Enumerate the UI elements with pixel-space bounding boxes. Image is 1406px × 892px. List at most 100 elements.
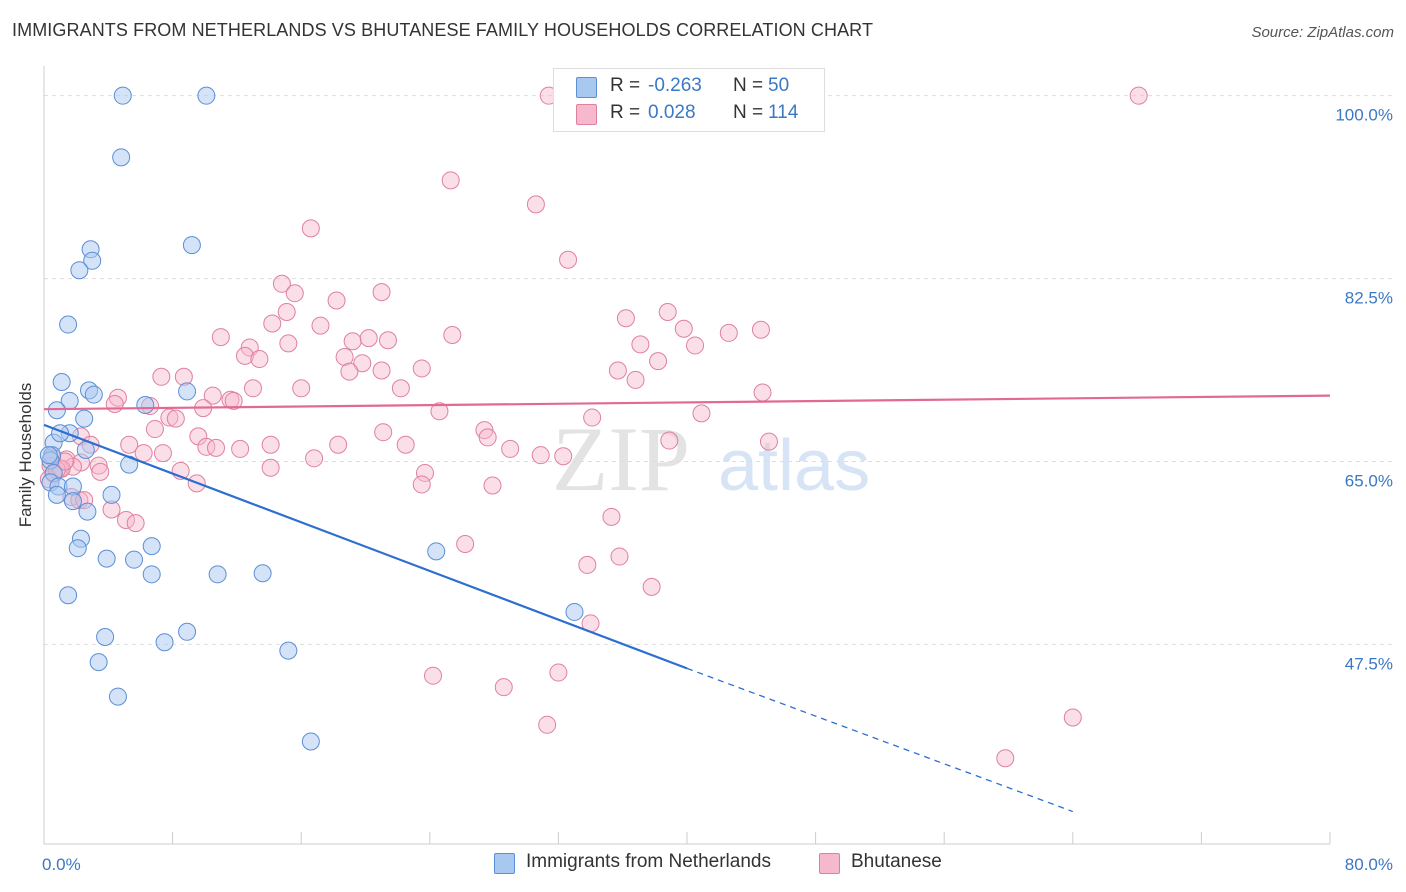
bhutanese-point xyxy=(224,391,243,410)
watermark-atlas: atlas xyxy=(718,426,870,506)
bhutanese-point xyxy=(554,447,573,466)
bhutanese-point xyxy=(1129,86,1148,105)
bhutanese-point xyxy=(374,423,393,442)
bhutanese-point xyxy=(261,458,280,477)
stats-legend: R = -0.263 N = 50 R = 0.028 N = 114 xyxy=(553,68,825,132)
netherlands-point xyxy=(63,492,82,511)
bhutanese-point xyxy=(501,439,520,458)
bhutanese-point xyxy=(430,402,449,421)
netherlands-point xyxy=(39,446,58,465)
bhutanese-point xyxy=(616,309,635,328)
bhutanese-point xyxy=(279,334,298,353)
grid-lines xyxy=(44,95,1395,645)
bhutanese-point xyxy=(608,361,627,380)
watermark: ZIP atlas xyxy=(552,408,870,510)
bhutanese-point xyxy=(456,535,475,554)
netherlands-point xyxy=(178,622,197,641)
bhutanese-point xyxy=(203,386,222,405)
r-label: R = xyxy=(610,75,641,96)
bhutanese-point xyxy=(263,314,282,333)
bhutanese-point xyxy=(602,507,621,526)
bhutanese-point xyxy=(658,303,677,322)
bhutanese-point xyxy=(272,274,291,293)
bhutanese-point xyxy=(174,367,193,386)
bhutanese-point xyxy=(243,379,262,398)
bhutanese-point xyxy=(759,432,778,451)
bhutanese-swatch xyxy=(819,853,840,874)
y-tick-label: 47.5% xyxy=(1345,654,1393,673)
bhutanese-point xyxy=(494,678,513,697)
bhutanese-point xyxy=(134,444,153,463)
bhutanese-point xyxy=(166,409,185,428)
bhutanese-point xyxy=(559,250,578,269)
bhutanese-point xyxy=(231,439,250,458)
netherlands-point xyxy=(68,539,87,558)
watermark-zip: ZIP xyxy=(552,408,690,510)
bhutanese-point xyxy=(674,319,693,338)
netherlands-swatch xyxy=(494,853,515,874)
r-value: 0.028 xyxy=(648,102,696,123)
netherlands-point xyxy=(59,315,78,334)
netherlands-point xyxy=(83,251,102,270)
bhutanese-point xyxy=(250,350,269,369)
bhutanese-point xyxy=(327,291,346,310)
bhutanese-point xyxy=(145,420,164,439)
bhutanese-points xyxy=(39,86,1148,768)
bhutanese-point xyxy=(415,463,434,482)
netherlands-trend-line xyxy=(43,423,688,670)
bhutanese-point xyxy=(89,456,108,475)
netherlands-point xyxy=(301,732,320,751)
bhutanese-point xyxy=(105,394,124,413)
bhutanese-point xyxy=(751,320,770,339)
netherlands-point xyxy=(78,502,97,521)
netherlands-point xyxy=(208,565,227,584)
n-value: 50 xyxy=(768,75,790,96)
bhutanese-point xyxy=(719,323,738,342)
netherlands-trend-extension xyxy=(686,667,1074,813)
bhutanese-point xyxy=(240,338,259,357)
netherlands-point xyxy=(96,628,115,647)
netherlands-point xyxy=(136,396,155,415)
bhutanese-point xyxy=(549,663,568,682)
bhutanese-point xyxy=(412,475,431,494)
netherlands-points xyxy=(39,86,584,751)
bhutanese-point xyxy=(305,449,324,468)
x-tick-label: 80.0% xyxy=(1345,855,1393,874)
bhutanese-point xyxy=(126,514,145,533)
y-tick-labels: 47.5% 65.0% 82.5% 100.0% xyxy=(1335,106,1393,674)
bhutanese-point xyxy=(160,408,179,427)
bhutanese-point xyxy=(583,408,602,427)
bhutanese-point xyxy=(335,347,354,366)
netherlands-point xyxy=(47,485,66,504)
bhutanese-trend-line xyxy=(43,394,1331,411)
netherlands-swatch xyxy=(576,77,597,98)
bhutanese-point xyxy=(329,435,348,454)
bhutanese-point xyxy=(285,284,304,303)
bhutanese-point xyxy=(692,404,711,423)
x-tick-labels: 0.0% 80.0% xyxy=(42,855,1393,874)
bhutanese-swatch xyxy=(576,104,597,125)
y-tick-label: 65.0% xyxy=(1345,471,1393,490)
bhutanese-point xyxy=(649,352,668,371)
bhutanese-point xyxy=(660,431,679,450)
netherlands-point xyxy=(565,602,584,621)
bhutanese-point xyxy=(277,303,296,322)
netherlands-point xyxy=(47,401,66,420)
bhutanese-point xyxy=(311,316,330,335)
bhutanese-point xyxy=(359,329,378,348)
netherlands-point xyxy=(75,409,94,428)
legend-label: Bhutanese xyxy=(851,851,942,872)
bhutanese-point xyxy=(261,435,280,454)
bhutanese-point xyxy=(235,346,254,365)
bhutanese-point xyxy=(526,195,545,214)
bhutanese-point xyxy=(116,510,135,529)
netherlands-point xyxy=(112,148,131,167)
y-tick-label: 82.5% xyxy=(1345,289,1393,308)
bhutanese-point xyxy=(483,476,502,495)
bhutanese-point xyxy=(372,361,391,380)
r-value: -0.263 xyxy=(648,75,702,96)
r-label: R = xyxy=(610,102,641,123)
netherlands-point xyxy=(253,564,272,583)
bhutanese-point xyxy=(396,435,415,454)
